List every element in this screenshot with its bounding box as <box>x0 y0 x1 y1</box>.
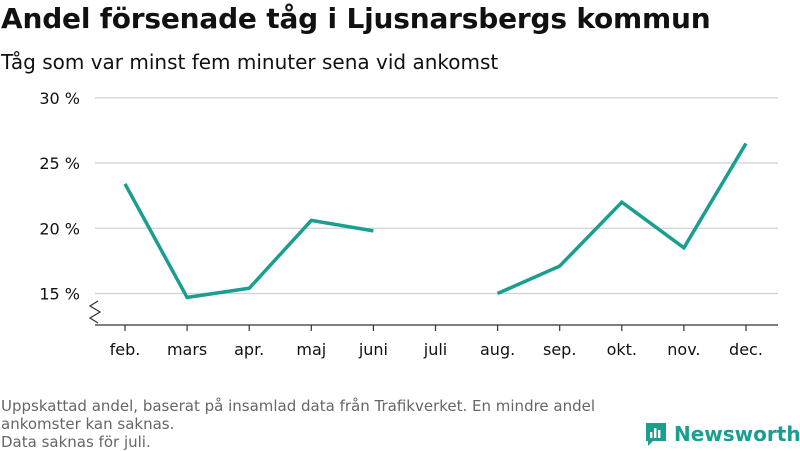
series-line <box>496 142 748 296</box>
x-tick-label: maj <box>296 340 326 359</box>
brand-logo: Newsworthy <box>644 419 800 449</box>
axis-break-icon <box>88 300 102 324</box>
chart-title: Andel försenade tåg i Ljusnarsbergs komm… <box>1 2 711 35</box>
x-tick-label: apr. <box>234 340 264 359</box>
series-line <box>123 183 374 300</box>
y-tick-label: 30 % <box>39 89 80 108</box>
brand-name: Newsworthy <box>674 422 800 446</box>
chart-footnote: Uppskattad andel, baserat på insamlad da… <box>1 397 641 451</box>
x-tick-label: aug. <box>480 340 515 359</box>
x-tick-label: juni <box>358 340 388 359</box>
x-tick-label: feb. <box>110 340 141 359</box>
footnote-missing-data: Data saknas för juli. <box>1 433 151 451</box>
chart-subtitle: Tåg som var minst fem minuter sena vid a… <box>1 50 499 74</box>
x-tick-label: sep. <box>543 340 576 359</box>
x-tick-label: juli <box>423 340 447 359</box>
y-tick-label: 25 % <box>39 154 80 173</box>
x-tick-label: okt. <box>607 340 637 359</box>
footnote-source: Uppskattad andel, baserat på insamlad da… <box>1 397 596 433</box>
x-tick-label: mars <box>167 340 207 359</box>
y-tick-label: 20 % <box>39 219 80 238</box>
bar-chart-logo-icon <box>646 423 666 446</box>
x-tick-label: nov. <box>667 340 700 359</box>
x-tick-label: dec. <box>729 340 763 359</box>
y-tick-label: 15 % <box>39 285 80 304</box>
